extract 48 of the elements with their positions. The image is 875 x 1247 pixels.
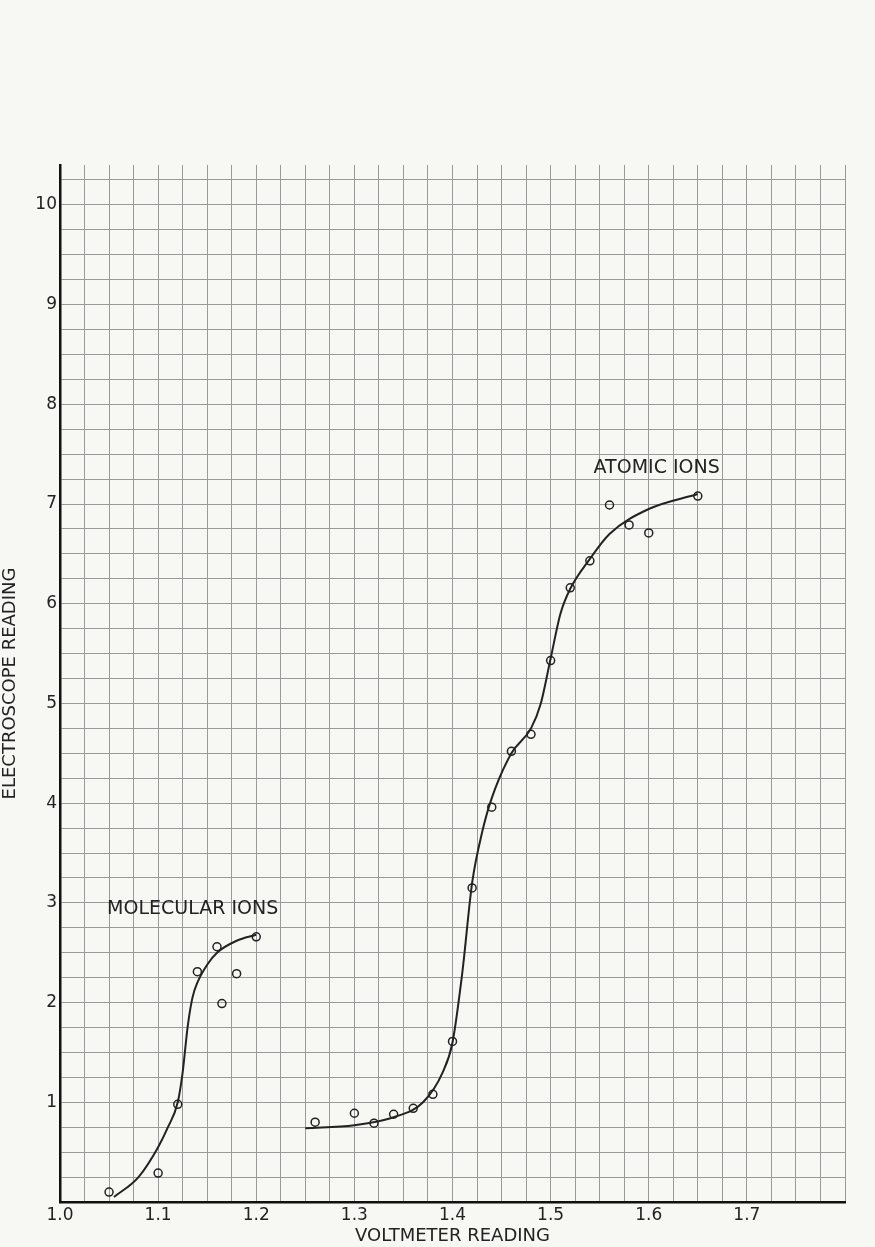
point — [506, 746, 517, 757]
x-tick-label: 1.4 — [438, 1203, 467, 1224]
point — [231, 968, 242, 979]
point — [526, 729, 536, 740]
point — [585, 556, 595, 566]
y-tick-label: 4 — [46, 791, 57, 812]
point — [192, 966, 203, 977]
point — [565, 583, 575, 593]
point — [604, 500, 615, 510]
x-tick-label: 1.1 — [144, 1203, 172, 1224]
point — [153, 1168, 163, 1178]
point — [545, 655, 556, 666]
point — [217, 998, 227, 1009]
point — [310, 1117, 320, 1127]
point — [644, 528, 654, 538]
y-tick-label: 7 — [46, 492, 57, 513]
series-label: MOLECULAR IONS — [107, 895, 279, 918]
point — [693, 491, 703, 501]
y-tick-label: 2 — [46, 991, 57, 1011]
y-tick-label: 9 — [46, 293, 57, 314]
y-tick-label: 1 — [46, 1090, 57, 1111]
point — [447, 1036, 458, 1047]
point — [467, 883, 477, 893]
series-label: ATOMIC IONS — [593, 454, 720, 477]
x-tick-label: 1.5 — [537, 1203, 565, 1224]
y-tick-label: 3 — [46, 891, 57, 912]
point — [428, 1089, 438, 1100]
x-tick-label: 1.2 — [242, 1203, 270, 1224]
y-tick-label: 5 — [46, 691, 57, 712]
point — [251, 932, 261, 942]
point — [212, 941, 222, 952]
y-tick-label: 8 — [46, 392, 57, 413]
point — [388, 1109, 399, 1119]
x-tick-label: 1.3 — [340, 1203, 368, 1224]
point — [173, 1099, 183, 1110]
y-axis-title: ELECTROSCOPE READING — [0, 567, 20, 800]
point — [349, 1108, 360, 1119]
x-tick-label: 1.6 — [635, 1203, 663, 1224]
x-tick-label: 1.0 — [46, 1203, 74, 1224]
point — [408, 1103, 418, 1114]
x-tick-label: 1.7 — [733, 1203, 761, 1224]
y-tick-label: 6 — [46, 592, 57, 613]
point — [487, 802, 497, 812]
point — [624, 520, 634, 530]
point — [369, 1118, 379, 1128]
x-axis-title: VOLTMETER READING — [355, 1223, 550, 1245]
y-tick-label: 10 — [35, 193, 57, 214]
point — [104, 1187, 114, 1197]
